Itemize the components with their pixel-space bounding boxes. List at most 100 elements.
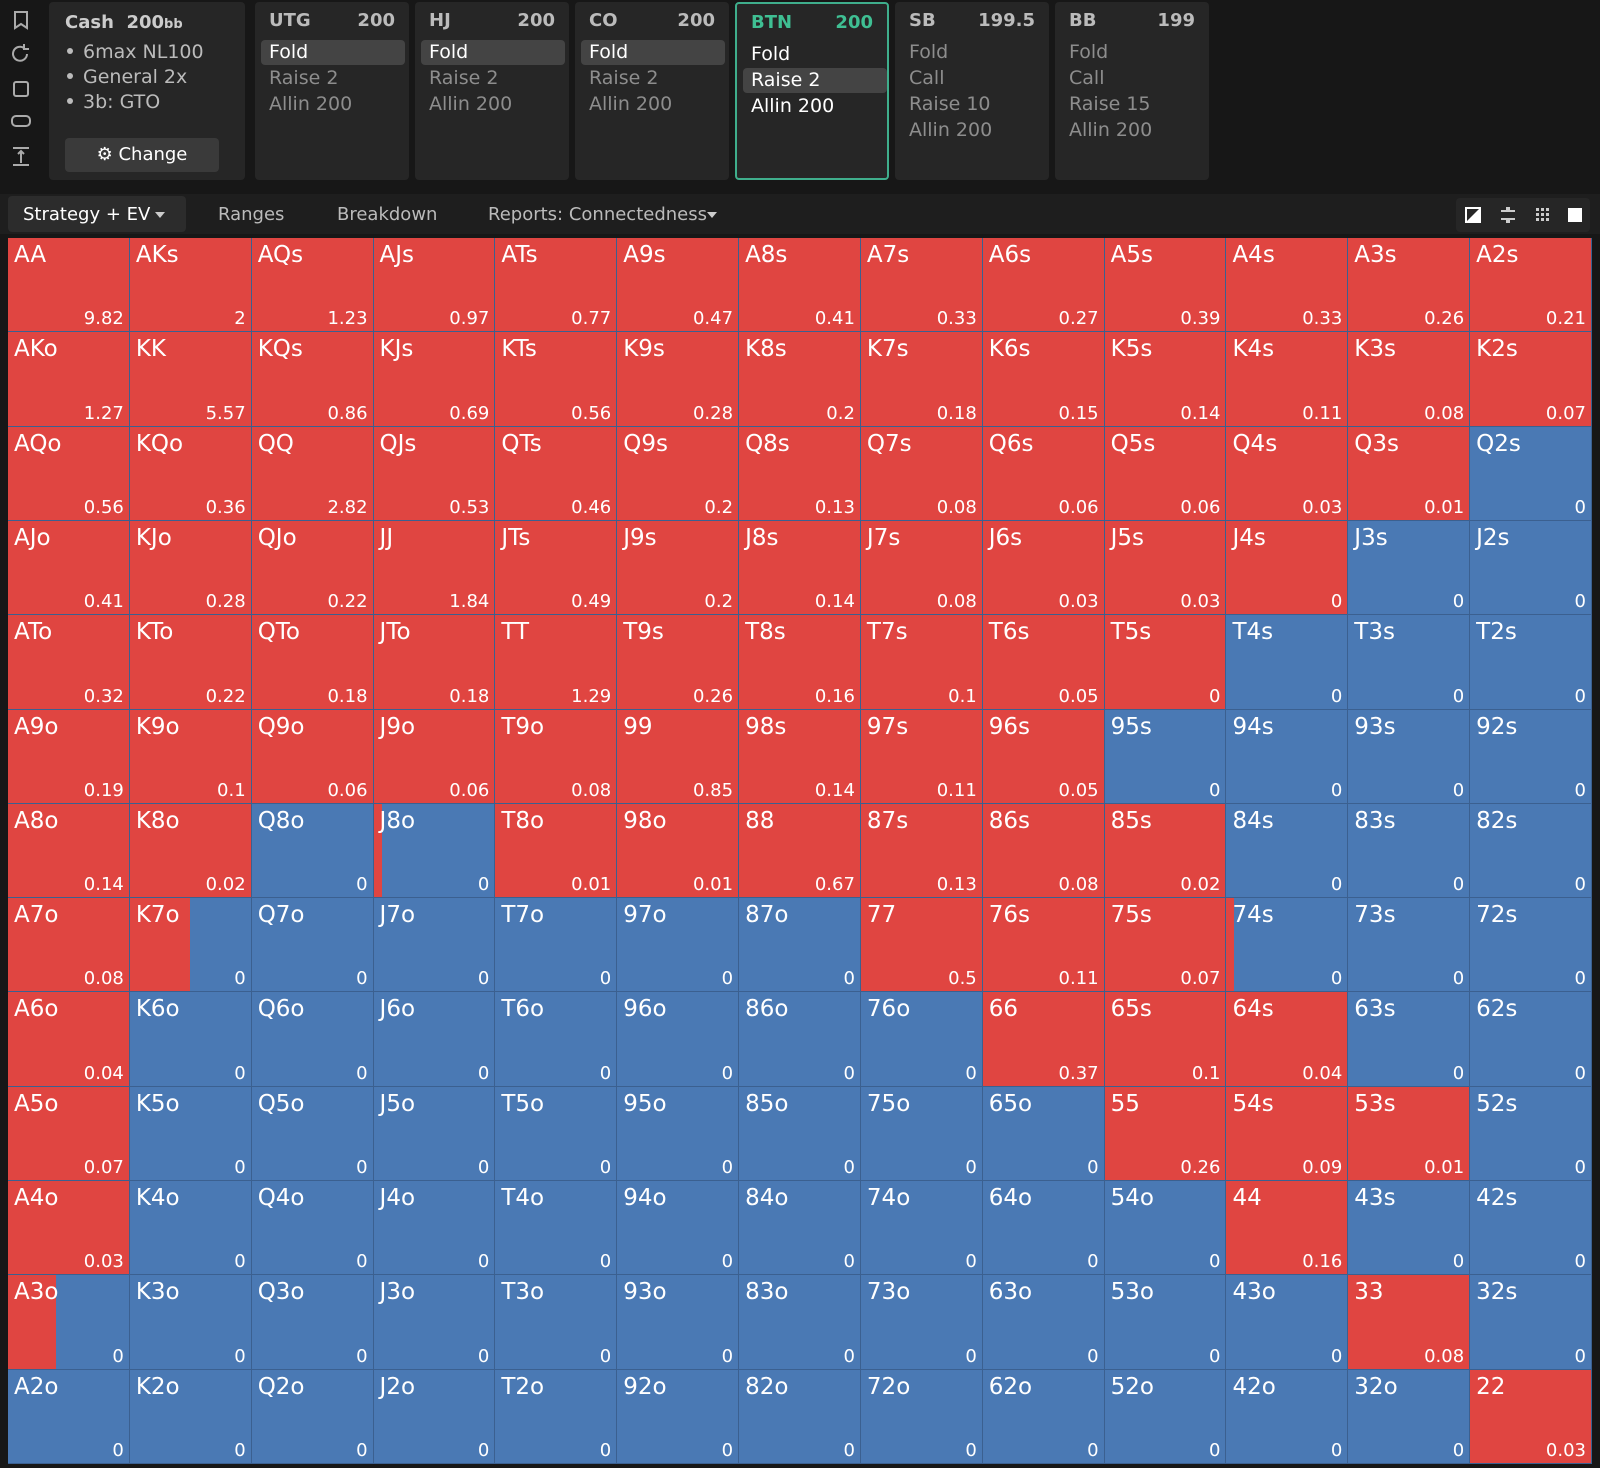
action[interactable]: Fold (261, 40, 405, 65)
hand-cell[interactable]: 92o 0 (617, 1369, 740, 1464)
position-panel[interactable]: HJ 200 Fold Raise 2 Allin 200 (415, 2, 569, 180)
hand-cell[interactable]: T3o 0 (495, 1275, 618, 1370)
game-icon[interactable] (11, 115, 31, 127)
hand-cell[interactable]: 66 0.37 (982, 992, 1105, 1087)
action[interactable]: Raise 15 (1069, 93, 1151, 115)
refresh-icon[interactable] (12, 44, 29, 62)
hand-cell[interactable]: K7s 0.18 (860, 332, 983, 427)
hand-cell[interactable]: J5s 0.03 (1104, 520, 1227, 616)
hand-cell[interactable]: 84o 0 (739, 1181, 861, 1276)
hand-cell[interactable]: T9s 0.26 (617, 615, 740, 710)
hand-cell[interactable]: J5o 0 (373, 1086, 496, 1182)
hand-cell[interactable]: T8s 0.16 (739, 615, 861, 710)
hand-cell[interactable]: A5s 0.39 (1104, 238, 1227, 333)
hand-cell[interactable]: 86o 0 (739, 992, 861, 1087)
hand-cell[interactable]: TT 1.29 (495, 615, 618, 710)
hand-cell[interactable]: K6s 0.15 (982, 332, 1105, 427)
hand-cell[interactable]: Q8o 0 (251, 803, 374, 899)
hand-cell[interactable]: 93s 0 (1348, 709, 1471, 804)
hand-cell[interactable]: AKs 2 (129, 238, 252, 333)
hand-cell[interactable]: Q9s 0.2 (617, 426, 740, 521)
hand-cell[interactable]: 88 0.67 (739, 803, 861, 899)
hand-cell[interactable]: 98s 0.14 (739, 709, 861, 804)
hand-cell[interactable]: 76s 0.11 (982, 898, 1105, 993)
grid-icon[interactable] (1536, 208, 1549, 221)
hand-cell[interactable]: 42s 0 (1470, 1181, 1592, 1276)
action[interactable]: Allin 200 (429, 93, 513, 115)
hand-cell[interactable]: 74s 0 (1226, 898, 1349, 993)
action[interactable]: Call (909, 67, 945, 89)
hand-cell[interactable]: 63s 0 (1348, 992, 1471, 1087)
full-icon[interactable] (1568, 208, 1582, 222)
hand-cell[interactable]: Q9o 0.06 (251, 709, 374, 804)
action[interactable]: Fold (421, 40, 565, 65)
hand-cell[interactable]: K5s 0.14 (1104, 332, 1227, 427)
hand-cell[interactable]: A7o 0.08 (8, 898, 130, 993)
tab[interactable]: Reports: Connectedness (488, 204, 707, 225)
hand-cell[interactable]: 97s 0.11 (860, 709, 983, 804)
action[interactable]: Allin 200 (1069, 119, 1153, 141)
hand-cell[interactable]: 75s 0.07 (1104, 898, 1227, 993)
action[interactable]: Allin 200 (751, 95, 835, 117)
hand-cell[interactable]: 74o 0 (860, 1181, 983, 1276)
hand-cell[interactable]: K2s 0.07 (1470, 332, 1592, 427)
hand-cell[interactable]: J7s 0.08 (860, 520, 983, 616)
action[interactable]: Raise 10 (909, 93, 991, 115)
hand-cell[interactable]: 62o 0 (982, 1369, 1105, 1464)
hand-cell[interactable]: Q6s 0.06 (982, 426, 1105, 521)
hand-cell[interactable]: A8s 0.41 (739, 238, 861, 333)
hand-cell[interactable]: 43s 0 (1348, 1181, 1471, 1276)
hand-cell[interactable]: Q5o 0 (251, 1086, 374, 1182)
hand-cell[interactable]: 98o 0.01 (617, 803, 740, 899)
tab[interactable]: Breakdown (337, 204, 438, 225)
hand-cell[interactable]: 99 0.85 (617, 709, 740, 804)
hand-cell[interactable]: 54s 0.09 (1226, 1086, 1349, 1182)
hand-cell[interactable]: 72o 0 (860, 1369, 983, 1464)
hand-cell[interactable]: J9o 0.06 (373, 709, 496, 804)
hand-cell[interactable]: A6s 0.27 (982, 238, 1105, 333)
hand-cell[interactable]: AQs 1.23 (251, 238, 374, 333)
hand-cell[interactable]: Q3o 0 (251, 1275, 374, 1370)
hand-cell[interactable]: K8o 0.02 (129, 803, 252, 899)
hand-cell[interactable]: T4o 0 (495, 1181, 618, 1276)
change-button[interactable]: ⚙ Change (65, 138, 219, 172)
tab[interactable]: Ranges (218, 204, 285, 225)
hand-cell[interactable]: 65o 0 (982, 1086, 1105, 1182)
hand-cell[interactable]: K2o 0 (129, 1369, 252, 1464)
hand-cell[interactable]: K6o 0 (129, 992, 252, 1087)
hand-cell[interactable]: AQo 0.56 (8, 426, 130, 521)
hand-cell[interactable]: 94s 0 (1226, 709, 1349, 804)
hand-cell[interactable]: T9o 0.08 (495, 709, 618, 804)
hand-cell[interactable]: 22 0.03 (1470, 1369, 1592, 1464)
action[interactable]: Allin 200 (909, 119, 993, 141)
hand-cell[interactable]: 82o 0 (739, 1369, 861, 1464)
hand-cell[interactable]: Q5s 0.06 (1104, 426, 1227, 521)
hand-cell[interactable]: K5o 0 (129, 1086, 252, 1182)
hand-cell[interactable]: KQo 0.36 (129, 426, 252, 521)
hand-cell[interactable]: 32o 0 (1348, 1369, 1471, 1464)
hand-cell[interactable]: KQs 0.86 (251, 332, 374, 427)
hand-cell[interactable]: 52o 0 (1104, 1369, 1227, 1464)
hand-cell[interactable]: QTs 0.46 (495, 426, 618, 521)
hand-cell[interactable]: Q2o 0 (251, 1369, 374, 1464)
hand-cell[interactable]: J9s 0.2 (617, 520, 740, 616)
hand-cell[interactable]: 75o 0 (860, 1086, 983, 1182)
hand-cell[interactable]: 86s 0.08 (982, 803, 1105, 899)
hand-cell[interactable]: 33 0.08 (1348, 1275, 1471, 1370)
hand-cell[interactable]: 96o 0 (617, 992, 740, 1087)
position-panel[interactable]: BB 199 Fold Call Raise 15 Allin 200 (1055, 2, 1209, 180)
hand-cell[interactable]: Q2s 0 (1470, 426, 1592, 521)
hand-cell[interactable]: 44 0.16 (1226, 1181, 1349, 1276)
hand-cell[interactable]: 92s 0 (1470, 709, 1592, 804)
hand-cell[interactable]: K8s 0.2 (739, 332, 861, 427)
hand-cell[interactable]: A5o 0.07 (8, 1086, 130, 1182)
action[interactable]: Fold (1069, 41, 1109, 63)
hand-cell[interactable]: T6s 0.05 (982, 615, 1105, 710)
hand-cell[interactable]: 73o 0 (860, 1275, 983, 1370)
hand-cell[interactable]: 32s 0 (1470, 1275, 1592, 1370)
hand-cell[interactable]: T5s 0 (1104, 615, 1227, 710)
hand-cell[interactable]: K9s 0.28 (617, 332, 740, 427)
hand-cell[interactable]: KTo 0.22 (129, 615, 252, 710)
hand-cell[interactable]: 84s 0 (1226, 803, 1349, 899)
hand-cell[interactable]: 93o 0 (617, 1275, 740, 1370)
